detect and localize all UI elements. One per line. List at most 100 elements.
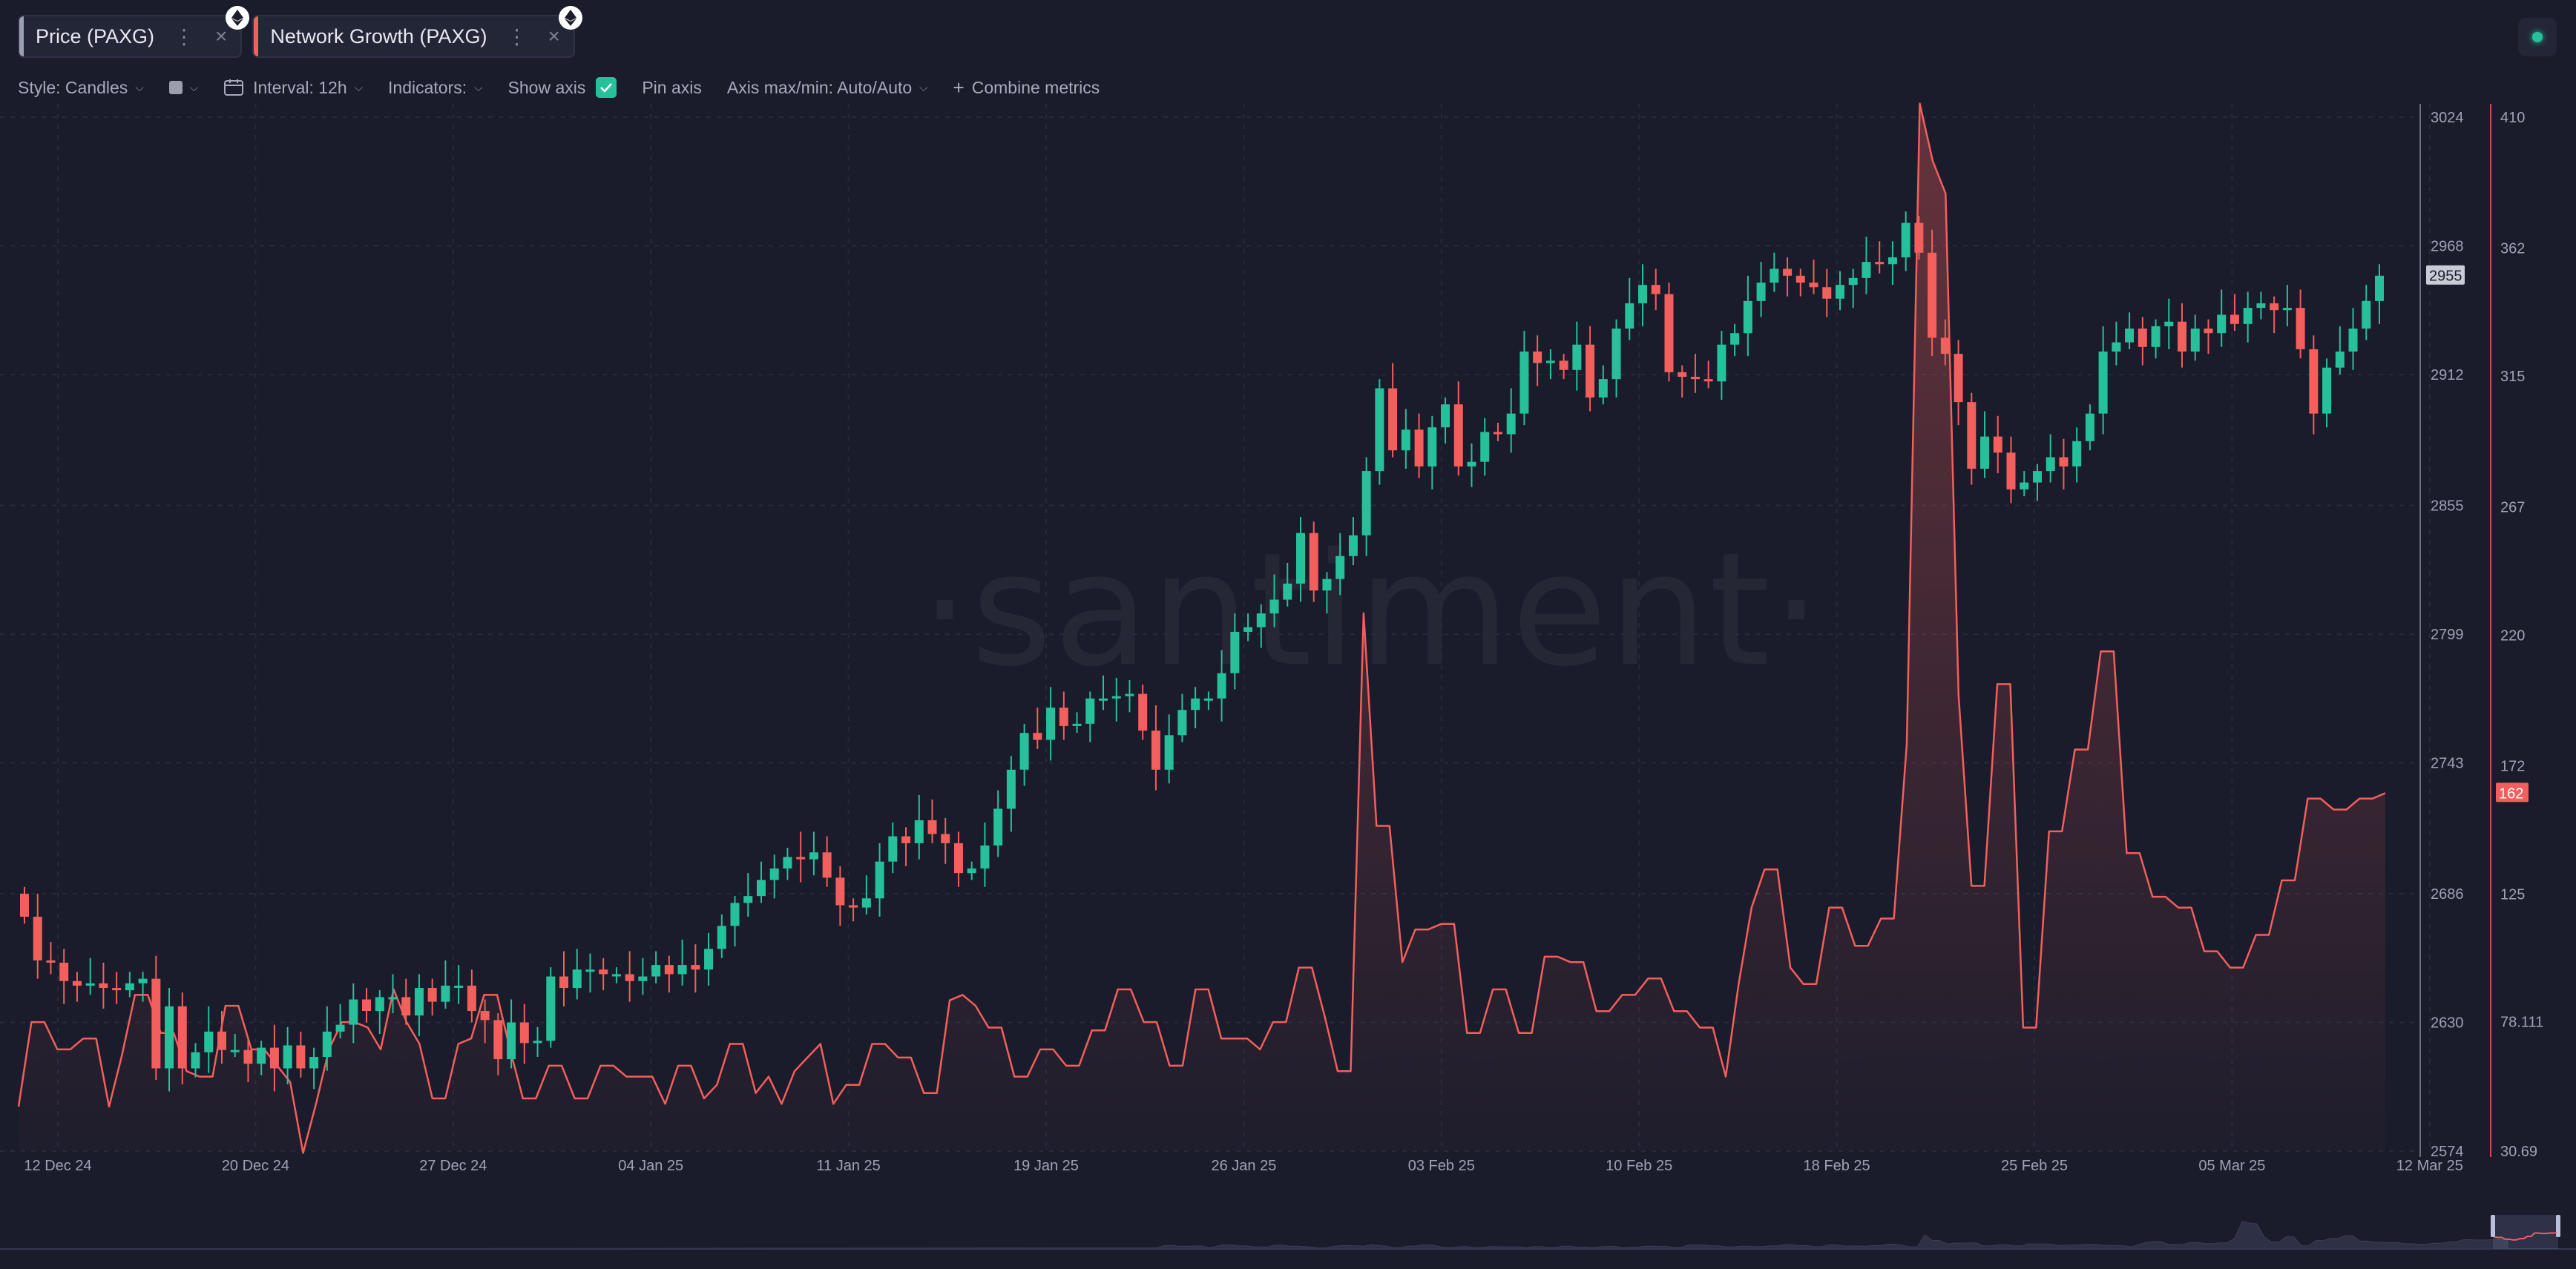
candle-body	[533, 1041, 542, 1044]
x-axis-tick: 27 Dec 24	[419, 1158, 487, 1174]
candle-body	[743, 896, 753, 903]
candle-body	[1598, 379, 1608, 398]
candle-body	[1427, 427, 1437, 467]
candle-body	[1125, 693, 1134, 696]
show-axis-label: Show axis	[507, 77, 586, 97]
axis-maxmin-dropdown[interactable]: Axis max/min: Auto/Auto ⌵	[727, 78, 928, 98]
candle-body	[1954, 354, 1963, 403]
style-dropdown[interactable]: Style: Candles ⌵	[18, 78, 144, 98]
candle-body	[1993, 436, 2002, 453]
candle-body	[1099, 698, 1108, 701]
tab-network-growth-paxg[interactable]: Network Growth (PAXG) ⋮ ×	[252, 6, 582, 58]
chevron-down-icon: ⌵	[919, 81, 928, 94]
candle-body	[1940, 337, 1950, 355]
combine-metrics-button[interactable]: + Combine metrics	[953, 76, 1100, 99]
candle-body	[85, 983, 95, 986]
candle-body	[1519, 351, 1529, 414]
candle-body	[507, 1022, 516, 1060]
candle-body	[1348, 535, 1358, 556]
candle-body	[2335, 351, 2345, 368]
checkbox-checked-icon[interactable]	[596, 77, 617, 98]
ethereum-icon	[558, 6, 582, 30]
pin-axis-toggle[interactable]: Pin axis	[642, 78, 702, 98]
candle-body	[1217, 673, 1226, 699]
candle-body	[283, 1045, 292, 1069]
x-axis-tick: 12 Dec 24	[24, 1158, 91, 1174]
tab-menu-icon[interactable]: ⋮	[506, 24, 528, 48]
color-swatch	[168, 81, 183, 94]
candle-body	[349, 999, 358, 1025]
candle-body	[1019, 733, 1029, 770]
x-axis-tick: 26 Jan 25	[1211, 1158, 1276, 1174]
candle-body	[1875, 262, 1885, 265]
candle-body	[2020, 482, 2029, 490]
candle-body	[269, 1047, 279, 1069]
candle-body	[1703, 379, 1713, 382]
navigator-handle[interactable]	[2556, 1215, 2560, 1237]
network-growth-line	[17, 102, 2386, 1154]
candle-body	[1572, 344, 1582, 370]
candle-body	[230, 1049, 240, 1052]
candle-body	[2112, 342, 2121, 352]
candle-body	[2256, 303, 2266, 309]
candle-body	[2032, 471, 2042, 483]
interval-dropdown[interactable]: Interval: 12h ⌵	[223, 78, 363, 98]
candle-body	[1335, 556, 1345, 579]
price-network-growth-chart[interactable]: 3024 2968 2912 2855 2799 2743 2686 2630 2574 410 3…	[0, 0, 2576, 1187]
candle-body	[941, 834, 950, 843]
x-axis-tick: 03 Feb 25	[1408, 1158, 1475, 1174]
candle-body	[72, 980, 82, 986]
tab-price-paxg[interactable]: Price (PAXG) ⋮ ×	[18, 6, 250, 58]
combine-metrics-label: Combine metrics	[971, 77, 1100, 97]
color-picker[interactable]: ⌵	[168, 81, 198, 94]
tab-close-icon[interactable]: ×	[548, 24, 560, 47]
indicators-dropdown[interactable]: Indicators: ⌵	[388, 78, 482, 98]
candle-body	[585, 969, 595, 972]
candle-body	[2046, 457, 2055, 472]
candle-body	[875, 861, 884, 899]
chevron-down-icon: ⌵	[354, 81, 364, 94]
candle-body	[2296, 308, 2305, 349]
candle-body	[1862, 262, 1871, 278]
status-toggle-button[interactable]	[2518, 18, 2557, 56]
candle-body	[2322, 367, 2332, 414]
growth-axis-tick: 410	[2500, 110, 2525, 126]
show-axis-toggle[interactable]: Show axis	[508, 77, 617, 98]
candle-body	[296, 1045, 306, 1069]
candle-body	[1664, 294, 1674, 372]
navigator-handle[interactable]	[2491, 1215, 2495, 1237]
candle-body	[1467, 461, 1476, 467]
growth-axis-tick: 78.111	[2500, 1015, 2543, 1031]
candle-body	[1848, 277, 1858, 286]
candle-body	[1085, 698, 1095, 724]
price-axis-tick: 3024	[2431, 110, 2464, 126]
timeline-navigator[interactable]	[0, 1185, 2576, 1252]
candle-body	[1309, 533, 1318, 591]
candle-body	[2178, 321, 2187, 352]
candle-body	[388, 997, 398, 1000]
growth-axis-tick: 30.69	[2500, 1144, 2537, 1160]
candle-body	[309, 1056, 319, 1069]
candle-body	[243, 1049, 253, 1064]
candle-body	[953, 843, 963, 874]
candle-body	[1361, 471, 1371, 535]
candle-body	[967, 868, 976, 874]
candle-body	[980, 845, 990, 868]
tab-menu-icon[interactable]: ⋮	[174, 24, 195, 48]
x-axis-tick: 25 Feb 25	[2001, 1158, 2068, 1174]
price-current-label: 2955	[2429, 268, 2462, 285]
network-growth-area	[19, 103, 2385, 1153]
candle-body	[1388, 388, 1398, 451]
candle-body	[2204, 328, 2213, 334]
tab-close-icon[interactable]: ×	[215, 24, 228, 47]
navigator-window[interactable]	[2493, 1215, 2558, 1249]
candle-body	[1177, 710, 1187, 736]
candle-body	[1611, 328, 1621, 380]
indicators-label: Indicators:	[388, 77, 467, 97]
candle-body	[677, 965, 687, 975]
candle-body	[427, 988, 437, 1002]
candle-body	[441, 985, 450, 1002]
candle-body	[177, 1006, 187, 1069]
candle-body	[1243, 627, 1253, 632]
candle-body	[2309, 349, 2319, 414]
